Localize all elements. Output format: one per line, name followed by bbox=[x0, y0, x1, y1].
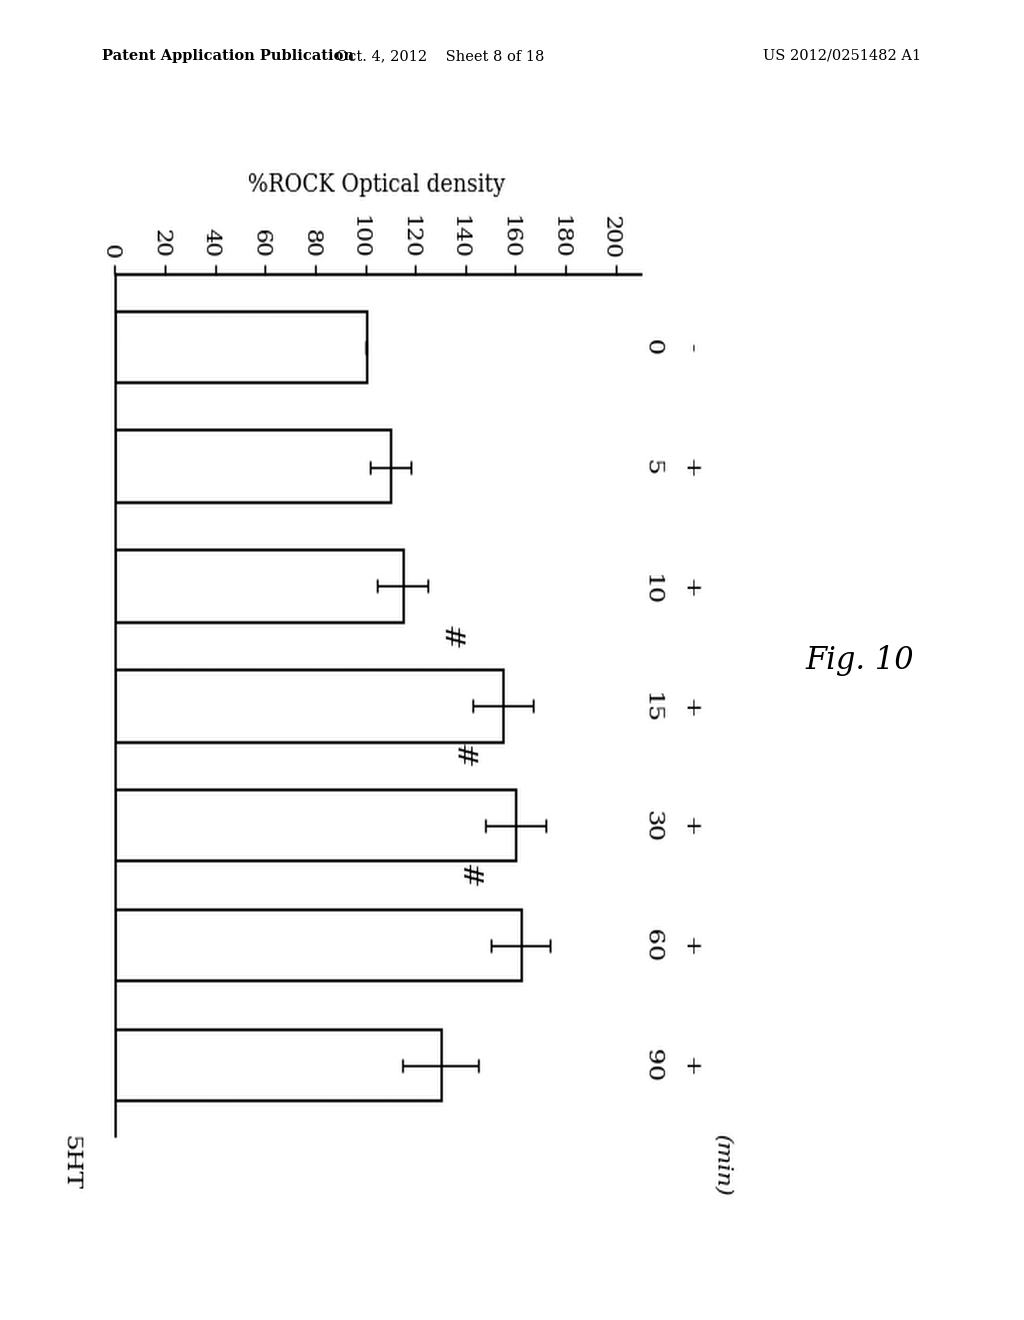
Text: US 2012/0251482 A1: US 2012/0251482 A1 bbox=[764, 49, 922, 63]
Text: Patent Application Publication: Patent Application Publication bbox=[102, 49, 354, 63]
Text: Oct. 4, 2012    Sheet 8 of 18: Oct. 4, 2012 Sheet 8 of 18 bbox=[336, 49, 545, 63]
Text: Fig. 10: Fig. 10 bbox=[806, 644, 914, 676]
